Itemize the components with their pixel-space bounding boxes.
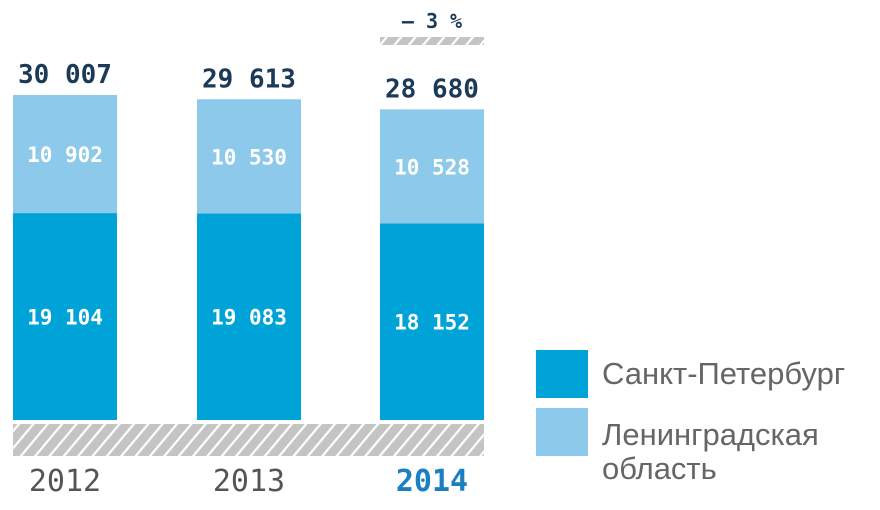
total-label: 30 007 xyxy=(18,60,112,90)
total-label: 28 680 xyxy=(385,74,479,104)
bar-segment-2014-lo xyxy=(380,109,484,224)
legend-swatch-lo xyxy=(536,408,588,456)
change-annotation: – 3 % xyxy=(402,9,462,33)
legend-swatch-spb xyxy=(536,350,588,398)
bar-segment-2012-spb xyxy=(13,213,117,420)
bar-segment-2014-spb xyxy=(380,223,484,420)
segment-label: 18 152 xyxy=(394,311,470,335)
bar-segment-2013-lo xyxy=(197,99,301,214)
segment-label: 10 530 xyxy=(211,145,287,169)
axis-hatch-band xyxy=(13,424,484,456)
x-tick-label: 2013 xyxy=(213,464,285,499)
segment-label: 19 104 xyxy=(27,306,103,330)
total-label: 29 613 xyxy=(202,64,296,94)
bar-segment-2012-lo xyxy=(13,95,117,214)
segment-label: 10 528 xyxy=(394,155,470,179)
annotation-hatch xyxy=(380,37,484,45)
legend-label-spb: Санкт-Петербург xyxy=(602,356,846,391)
bar-segment-2013-spb xyxy=(197,213,301,420)
legend-label-lo: Ленинградская область xyxy=(602,417,819,486)
segment-label: 19 083 xyxy=(211,306,287,330)
segment-label: 10 902 xyxy=(27,143,103,167)
x-tick-label: 2014 xyxy=(396,464,468,499)
x-tick-label: 2012 xyxy=(29,464,101,499)
